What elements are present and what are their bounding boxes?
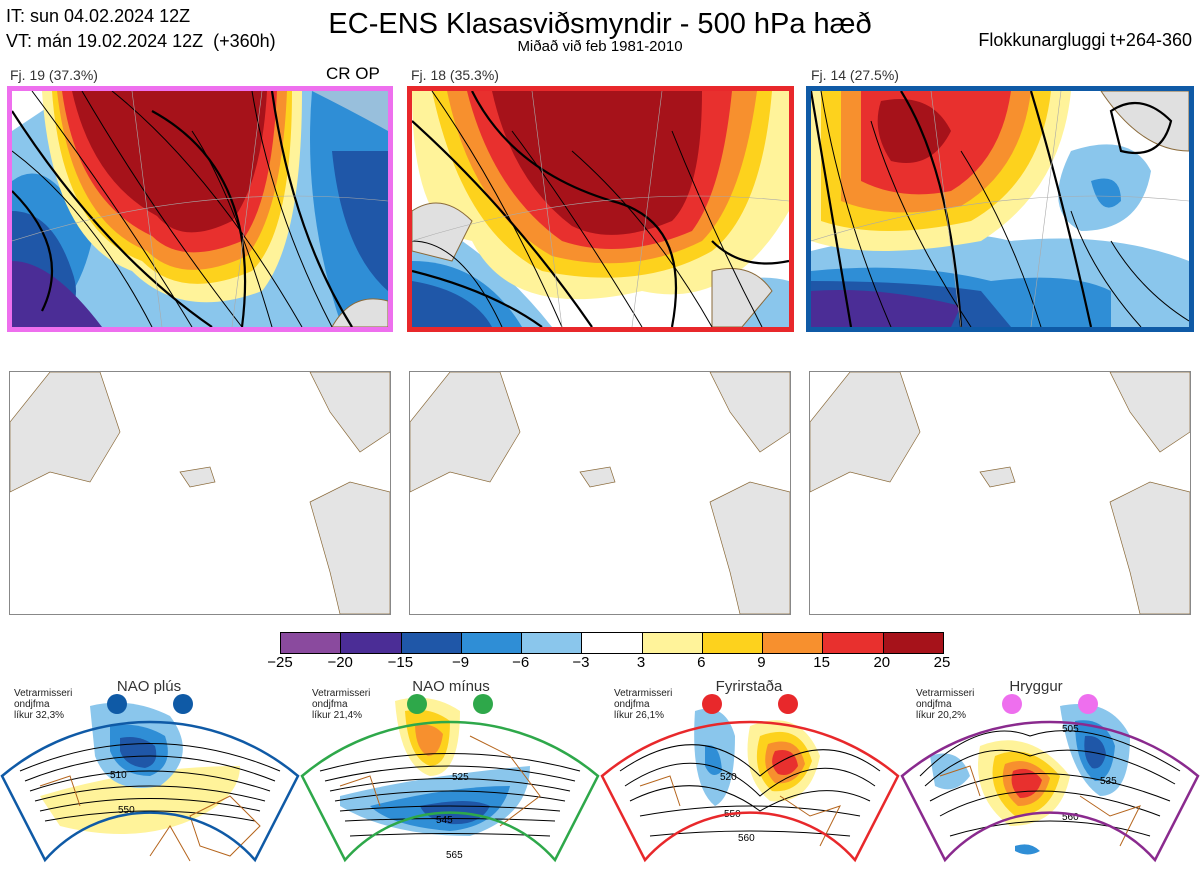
regime-2-map: 525 545 565 [300, 694, 600, 863]
regime-2-contour-a: 525 [452, 772, 469, 783]
regime-1-map: 510 550 [0, 694, 300, 863]
panel-1-extra: CR OP [326, 64, 380, 83]
page-subtitle: Miðað við feb 1981-2010 [517, 38, 683, 55]
colorbar-tick: 9 [757, 654, 766, 671]
colorbar-segment [641, 633, 702, 653]
regime-3-title: Fyrirstaða [715, 678, 783, 695]
colorbar-tick: 6 [697, 654, 706, 671]
colorbar-tick: 20 [873, 654, 891, 671]
colorbar-ticks: −25 −20 −15 −9 −6 −3 3 6 9 15 20 25 [267, 654, 950, 674]
regime-4-contour-c: 560 [1062, 812, 1079, 823]
panel-2-label: Fj. 18 (35.3%) [411, 67, 499, 83]
regime-1-contour-a: 510 [110, 770, 127, 781]
regime-3-contour-a: 520 [720, 772, 737, 783]
colorbar-tick: −9 [451, 654, 470, 671]
header-left: IT: sun 04.02.2024 12Z VT: mán 19.02.2024… [6, 4, 276, 54]
colorbar-segment [460, 633, 522, 653]
panel-3-label: Fj. 14 (27.5%) [811, 67, 899, 83]
regime-3-contour-c: 560 [738, 833, 755, 844]
blank-map-1 [9, 371, 391, 615]
classification-window: Flokkunargluggi t+264-360 [978, 30, 1192, 50]
colorbar-segment [521, 633, 582, 653]
colorbar-segment [822, 633, 883, 653]
regime-2-contour-c: 565 [446, 850, 463, 861]
colorbar-tick: −6 [512, 654, 530, 671]
regime-3-note: Vetrarmisseri ondjfma líkur 26,1% [614, 688, 673, 721]
regime-4-contour-a: 505 [1062, 724, 1079, 735]
regime-4-map: 505 535 560 [900, 694, 1200, 863]
regime-1-contour-b: 550 [118, 805, 135, 816]
blank-map-2 [409, 371, 791, 615]
colorbar-tick: 3 [636, 654, 646, 671]
regime-4-title: Hryggur [1009, 678, 1063, 695]
colorbar-tick: 15 [813, 654, 830, 671]
colorbar-segment [281, 633, 341, 653]
page-title: EC-ENS Klasasviðsmyndir - 500 hPa hæð [328, 8, 872, 40]
regime-1-title: NAO plús [116, 678, 182, 695]
regime-3-map: 520 550 560 [600, 694, 900, 863]
colorbar-segment [581, 633, 642, 653]
colorbar-segment [762, 633, 823, 653]
regime-1-note: Vetrarmisseri ondjfma líkur 32,3% [14, 688, 73, 721]
colorbar-segment [701, 633, 763, 653]
colorbar-segment [340, 633, 401, 653]
cluster-map-3 [806, 86, 1194, 332]
regime-4-note: Vetrarmisseri ondjfma líkur 20,2% [916, 688, 975, 721]
regime-2-title: NAO mínus [412, 678, 490, 695]
colorbar-segment [882, 633, 943, 653]
valid-time: VT: mán 19.02.2024 12Z (+360h) [6, 31, 276, 51]
panel-1-label: Fj. 19 (37.3%) [10, 67, 98, 83]
regime-4-contour-b: 535 [1100, 776, 1117, 787]
colorbar-tick: −20 [327, 654, 353, 671]
colorbar-segment [400, 633, 461, 653]
regime-2-contour-b: 545 [436, 815, 453, 826]
colorbar-tick: −3 [572, 654, 590, 671]
cluster-map-1 [7, 86, 393, 332]
regime-2-note: Vetrarmisseri ondjfma líkur 21,4% [312, 688, 371, 721]
cluster-map-2 [407, 86, 794, 332]
colorbar-tick: 25 [933, 654, 951, 671]
initial-time: IT: sun 04.02.2024 12Z [6, 6, 191, 26]
regime-row: Vetrarmisseri ondjfma líkur 32,3% NAO pl… [0, 676, 1200, 871]
colorbar-tick: −25 [267, 654, 293, 671]
blank-map-3 [809, 371, 1191, 615]
colorbar [280, 632, 944, 654]
colorbar-tick: −15 [387, 654, 414, 671]
